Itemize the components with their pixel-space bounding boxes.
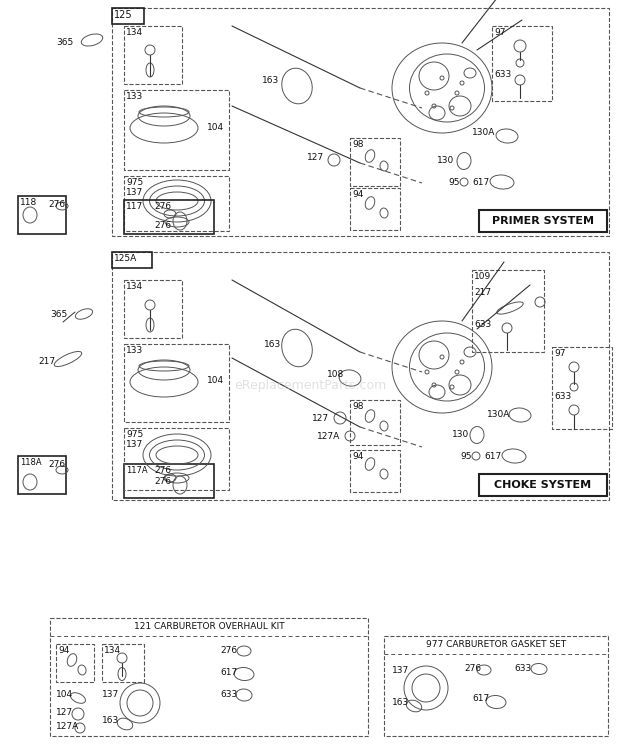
Text: 163: 163 <box>102 716 119 725</box>
Text: 127: 127 <box>56 708 73 717</box>
Text: 94: 94 <box>352 190 363 199</box>
Text: 276: 276 <box>464 664 481 673</box>
Text: PRIMER SYSTEM: PRIMER SYSTEM <box>492 216 594 226</box>
Bar <box>112 8 609 236</box>
Text: 118: 118 <box>20 198 37 207</box>
Bar <box>350 188 400 230</box>
Text: 127A: 127A <box>56 722 79 731</box>
Text: 104: 104 <box>56 690 73 699</box>
Text: 125: 125 <box>114 10 133 20</box>
Text: 117: 117 <box>126 202 143 211</box>
Text: 127: 127 <box>312 414 329 423</box>
Bar <box>102 644 144 682</box>
Text: 95: 95 <box>448 178 459 187</box>
Bar <box>124 200 214 234</box>
Bar <box>479 474 607 496</box>
Text: 134: 134 <box>126 28 143 37</box>
Text: 127A: 127A <box>317 432 340 441</box>
Text: 97: 97 <box>554 349 565 358</box>
Bar <box>124 26 182 84</box>
Text: 633: 633 <box>494 70 512 79</box>
Text: 130A: 130A <box>487 410 510 419</box>
Text: 365: 365 <box>50 310 67 319</box>
Text: 130A: 130A <box>472 128 495 137</box>
Text: 137: 137 <box>126 188 143 197</box>
Bar <box>18 196 66 234</box>
Text: 633: 633 <box>514 664 531 673</box>
Bar <box>112 8 144 24</box>
Text: 276: 276 <box>220 646 237 655</box>
Text: 133: 133 <box>126 92 143 101</box>
Text: 95: 95 <box>460 452 471 461</box>
Text: 94: 94 <box>58 646 69 655</box>
Text: 137: 137 <box>126 440 143 449</box>
Bar <box>492 26 552 101</box>
Bar <box>18 456 66 494</box>
Bar <box>350 400 400 445</box>
Text: 977 CARBURETOR GASKET SET: 977 CARBURETOR GASKET SET <box>426 640 566 649</box>
Text: 134: 134 <box>104 646 121 655</box>
Text: 975: 975 <box>126 430 143 439</box>
Text: 121 CARBURETOR OVERHAUL KIT: 121 CARBURETOR OVERHAUL KIT <box>134 622 285 631</box>
Text: 109: 109 <box>474 272 491 281</box>
Bar <box>56 644 94 682</box>
Text: 276: 276 <box>48 200 65 209</box>
Text: 117A: 117A <box>126 466 148 475</box>
Text: 365: 365 <box>56 38 73 47</box>
Bar <box>124 176 229 231</box>
Bar <box>124 464 214 498</box>
Bar <box>124 344 229 422</box>
Text: 276: 276 <box>154 202 171 211</box>
Bar <box>112 252 152 268</box>
Text: 276: 276 <box>154 466 171 475</box>
Text: 104: 104 <box>207 123 224 132</box>
Text: 217: 217 <box>474 288 491 297</box>
Text: 127: 127 <box>307 153 324 162</box>
Text: 104: 104 <box>207 376 224 385</box>
Bar <box>50 618 368 736</box>
Text: 617: 617 <box>472 178 489 187</box>
Text: 163: 163 <box>262 76 279 85</box>
Text: 118A: 118A <box>20 458 42 467</box>
Bar <box>350 450 400 492</box>
Text: 133: 133 <box>126 346 143 355</box>
Text: CHOKE SYSTEM: CHOKE SYSTEM <box>494 480 591 490</box>
Text: 975: 975 <box>126 178 143 187</box>
Text: 633: 633 <box>554 392 571 401</box>
Bar <box>472 270 544 352</box>
Text: 217: 217 <box>38 357 55 366</box>
Text: 276: 276 <box>154 221 171 230</box>
Text: 633: 633 <box>474 320 491 329</box>
Bar <box>112 252 609 500</box>
Text: 97: 97 <box>494 28 505 37</box>
Text: 276: 276 <box>154 477 171 486</box>
Bar <box>124 280 182 338</box>
Bar <box>124 90 229 170</box>
Text: 98: 98 <box>352 140 363 149</box>
Bar <box>552 347 612 429</box>
Bar <box>350 138 400 186</box>
Text: 98: 98 <box>352 402 363 411</box>
Text: 137: 137 <box>392 666 409 675</box>
Text: 94: 94 <box>352 452 363 461</box>
Text: 130: 130 <box>452 430 469 439</box>
Text: 617: 617 <box>484 452 501 461</box>
Bar <box>124 428 229 490</box>
Text: 617: 617 <box>220 668 237 677</box>
Text: 163: 163 <box>392 698 409 707</box>
Text: 276: 276 <box>48 460 65 469</box>
Text: 137: 137 <box>102 690 119 699</box>
Text: 617: 617 <box>472 694 489 703</box>
Text: 134: 134 <box>126 282 143 291</box>
Bar <box>384 636 608 736</box>
Text: eReplacementParts.com: eReplacementParts.com <box>234 379 386 391</box>
Text: 633: 633 <box>220 690 237 699</box>
Text: 125A: 125A <box>114 254 137 263</box>
Text: 163: 163 <box>264 340 281 349</box>
Text: 108: 108 <box>327 370 344 379</box>
Bar <box>479 210 607 232</box>
Text: 130: 130 <box>437 156 454 165</box>
